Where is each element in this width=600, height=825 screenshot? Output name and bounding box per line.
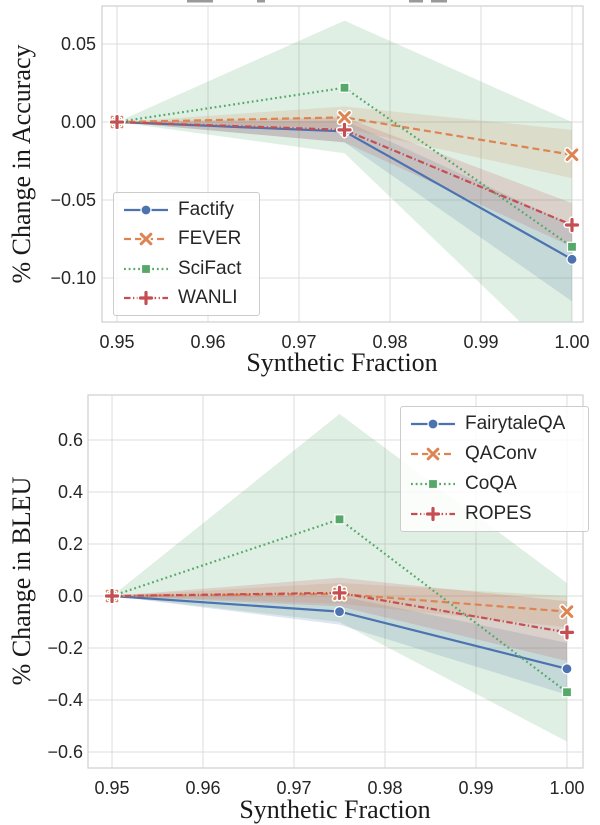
legend-label: CoQA: [465, 473, 517, 494]
data-point-marker: [140, 204, 152, 216]
confidence-band-Factify: [117, 120, 572, 302]
legend-sample-line: [124, 231, 168, 248]
data-point-marker: [109, 114, 125, 130]
data-point-marker: [333, 606, 346, 618]
data-point-marker: [427, 418, 439, 430]
y-tick-label: −0.2: [47, 638, 83, 658]
data-point-marker: [338, 111, 351, 124]
x-tick-label: 0.97: [281, 332, 317, 352]
data-point-marker: [426, 447, 440, 461]
legend-sample-line: [411, 478, 455, 490]
accuracy-x-axis-label: Synthetic Fraction: [246, 348, 438, 377]
legend-label: Factify: [178, 198, 234, 220]
y-tick-label: 0.0: [57, 586, 83, 606]
data-point-marker: [332, 585, 347, 600]
legend-label: FairytaleQA: [465, 413, 566, 434]
x-tick-label: 0.99: [458, 778, 494, 798]
data-point-marker: [559, 625, 575, 640]
plot-area: [103, 414, 576, 742]
confidence-band-SciFact: [117, 20, 572, 322]
legend-sample-line: [124, 289, 168, 307]
x-tick-label: 0.97: [276, 778, 312, 798]
y-tick-label: 0.05: [60, 34, 96, 55]
accuracy-legend: Factify FEVER SciFact WANLI: [113, 192, 260, 316]
data-point-marker: [561, 663, 573, 675]
accuracy-y-axis-label: % Change in Accuracy: [7, 44, 36, 284]
data-point-marker: [564, 217, 580, 233]
clipped-title-fragment: [257, 0, 265, 3]
y-tick-label: −0.05: [50, 190, 96, 211]
x-tick-label: 0.98: [372, 332, 408, 352]
legend-sample-line: [411, 505, 455, 523]
x-tick-label: 0.98: [367, 778, 403, 798]
plot-border: [101, 5, 584, 323]
legend-label: QAConv: [465, 443, 537, 464]
data-point-marker: [104, 588, 120, 604]
clipped-title-fragment: [409, 0, 423, 3]
y-tick-label: −0.4: [47, 690, 83, 710]
legend-item-QAConv: QAConv: [410, 439, 579, 469]
legend-item-WANLI: WANLI: [123, 284, 250, 314]
legend-sample-line: [411, 446, 455, 462]
x-tick-label: 0.96: [190, 332, 226, 352]
data-point-marker: [139, 232, 153, 246]
legend-sample-line: [411, 418, 455, 430]
data-point-marker: [566, 253, 578, 265]
data-point-marker: [339, 82, 350, 93]
legend-item-FEVER: FEVER: [123, 225, 250, 255]
series-line-SciFact: [116, 86, 573, 248]
data-point-marker: [140, 263, 152, 274]
x-tick-label: 1.00: [554, 332, 590, 352]
data-point-marker: [427, 478, 439, 490]
y-tick-label: −0.6: [47, 742, 83, 762]
legend-sample-line: [124, 263, 168, 274]
data-point-marker: [337, 122, 352, 137]
legend-item-SciFact: SciFact: [123, 254, 250, 284]
data-point-marker: [565, 148, 579, 162]
y-tick-label: 0.2: [57, 534, 83, 554]
plot-border: [87, 394, 584, 769]
legend-item-ROPES: ROPES: [410, 499, 579, 529]
y-tick-label: 0.4: [57, 482, 83, 502]
legend-label: ROPES: [465, 503, 532, 524]
legend-sample-line: [124, 204, 168, 216]
bleu-legend: FairytaleQA QAConv CoQA ROPES: [400, 406, 589, 532]
data-point-marker: [138, 291, 154, 306]
x-tick-label: 1.00: [549, 778, 585, 798]
bleu-x-axis-label: Synthetic Fraction: [239, 795, 431, 824]
series-line-QAConv: [112, 592, 568, 613]
legend-label: SciFact: [178, 257, 242, 279]
data-point-marker: [566, 241, 578, 252]
confidence-band-ROPES: [112, 577, 567, 662]
y-tick-label: 0.6: [57, 430, 83, 450]
legend-item-CoQA: CoQA: [410, 469, 579, 499]
data-point-marker: [561, 687, 573, 698]
clipped-title-fragment: [187, 0, 213, 3]
y-tick-label: 0.00: [60, 112, 96, 133]
data-point-marker: [334, 514, 345, 525]
data-point-marker: [425, 506, 441, 522]
x-tick-label: 0.95: [94, 778, 130, 798]
x-tick-label: 0.96: [185, 778, 221, 798]
confidence-band-FairytaleQA: [112, 596, 567, 695]
x-tick-label: 0.95: [99, 332, 135, 352]
legend-item-Factify: Factify: [123, 195, 250, 225]
y-tick-label: −0.10: [50, 268, 96, 289]
legend-item-FairytaleQA: FairytaleQA: [410, 409, 579, 439]
x-tick-label: 0.99: [463, 332, 499, 352]
legend-label: WANLI: [178, 287, 238, 309]
confidence-band-FEVER: [117, 106, 572, 179]
plot-area: [108, 20, 581, 322]
confidence-band-CoQA: [112, 414, 567, 742]
clipped-title-fragment: [431, 0, 447, 3]
data-point-marker: [560, 605, 574, 618]
legend-label: FEVER: [178, 228, 242, 250]
